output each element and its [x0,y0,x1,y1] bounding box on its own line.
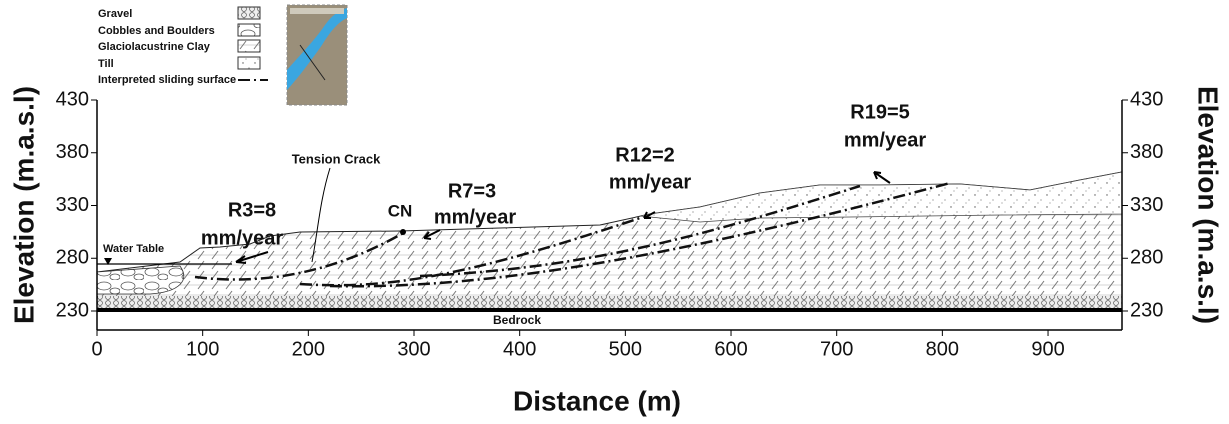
arrow [423,229,441,240]
x-tick-label: 700 [820,338,853,360]
y2-tick-label: 330 [1130,194,1163,216]
arrow [235,251,269,264]
y2-tick-label: 280 [1130,247,1163,269]
x-tick-label: 400 [503,338,536,360]
annotation: R3=8 [228,199,276,221]
gravel-layer [97,296,1122,308]
cross-section [96,167,1123,312]
y2-tick-label: 430 [1130,88,1163,110]
x-tick-label: 300 [397,338,430,360]
y-tick-label: 380 [56,141,89,163]
x-axis-title: Distance (m) [513,385,681,416]
x-tick-label: 500 [609,338,642,360]
sliding-surface [194,230,406,281]
annotation: R12=2 [615,144,675,166]
annotation: mm/year [844,129,926,151]
annotation: Tension Crack [292,151,381,166]
tension-crack-pointer [311,167,331,263]
x-tick-label: 0 [91,338,102,360]
legend-swatch [237,39,261,53]
till-layer [639,171,1123,223]
annotation: Water Table [103,243,164,255]
legend-label: Till [98,58,114,70]
y-axis-title: Elevation (m.a.s.l) [8,86,39,324]
sliding-surface [329,181,951,288]
y-tick-label: 330 [56,194,89,216]
y2-axis-title: Elevation (m.a.s.l) [1193,86,1224,324]
cn-point [400,229,406,235]
x-tick-label: 100 [186,338,219,360]
annotation: CN [388,201,413,220]
cobble-layer [96,265,185,295]
annotation: mm/year [201,227,283,249]
legend-label: Gravel [98,8,132,20]
sliding-surface [299,216,641,287]
legend-swatch [237,56,261,70]
x-tick-label: 900 [1031,338,1064,360]
y2-tick-label: 230 [1130,299,1163,321]
legend-label: Interpreted sliding surface [98,74,236,86]
legend: Gravel Cobbles and Boulders Glaciolacust… [98,6,268,86]
y2-tick-label: 380 [1130,141,1163,163]
annotation: mm/year [609,171,691,193]
annotation: R19=5 [850,101,910,123]
x-tick-label: 200 [292,338,325,360]
legend-swatch [237,23,261,37]
legend-label: Cobbles and Boulders [98,25,215,37]
x-tick-label: 800 [926,338,959,360]
y-tick-label: 280 [56,247,89,269]
sliding-surface [419,184,861,278]
inset-map [286,4,348,106]
legend-label: Glaciolacustrine Clay [98,41,211,53]
water-table-symbol [104,258,112,265]
annotation: Bedrock [493,313,541,327]
legend-swatch [237,6,261,20]
arrow [643,211,656,219]
y-tick-label: 430 [56,88,89,110]
x-tick-label: 600 [714,338,747,360]
annotation: R7=3 [448,180,496,202]
arrow [873,171,891,184]
annotation: mm/year [434,206,516,228]
y-tick-label: 230 [56,299,89,321]
